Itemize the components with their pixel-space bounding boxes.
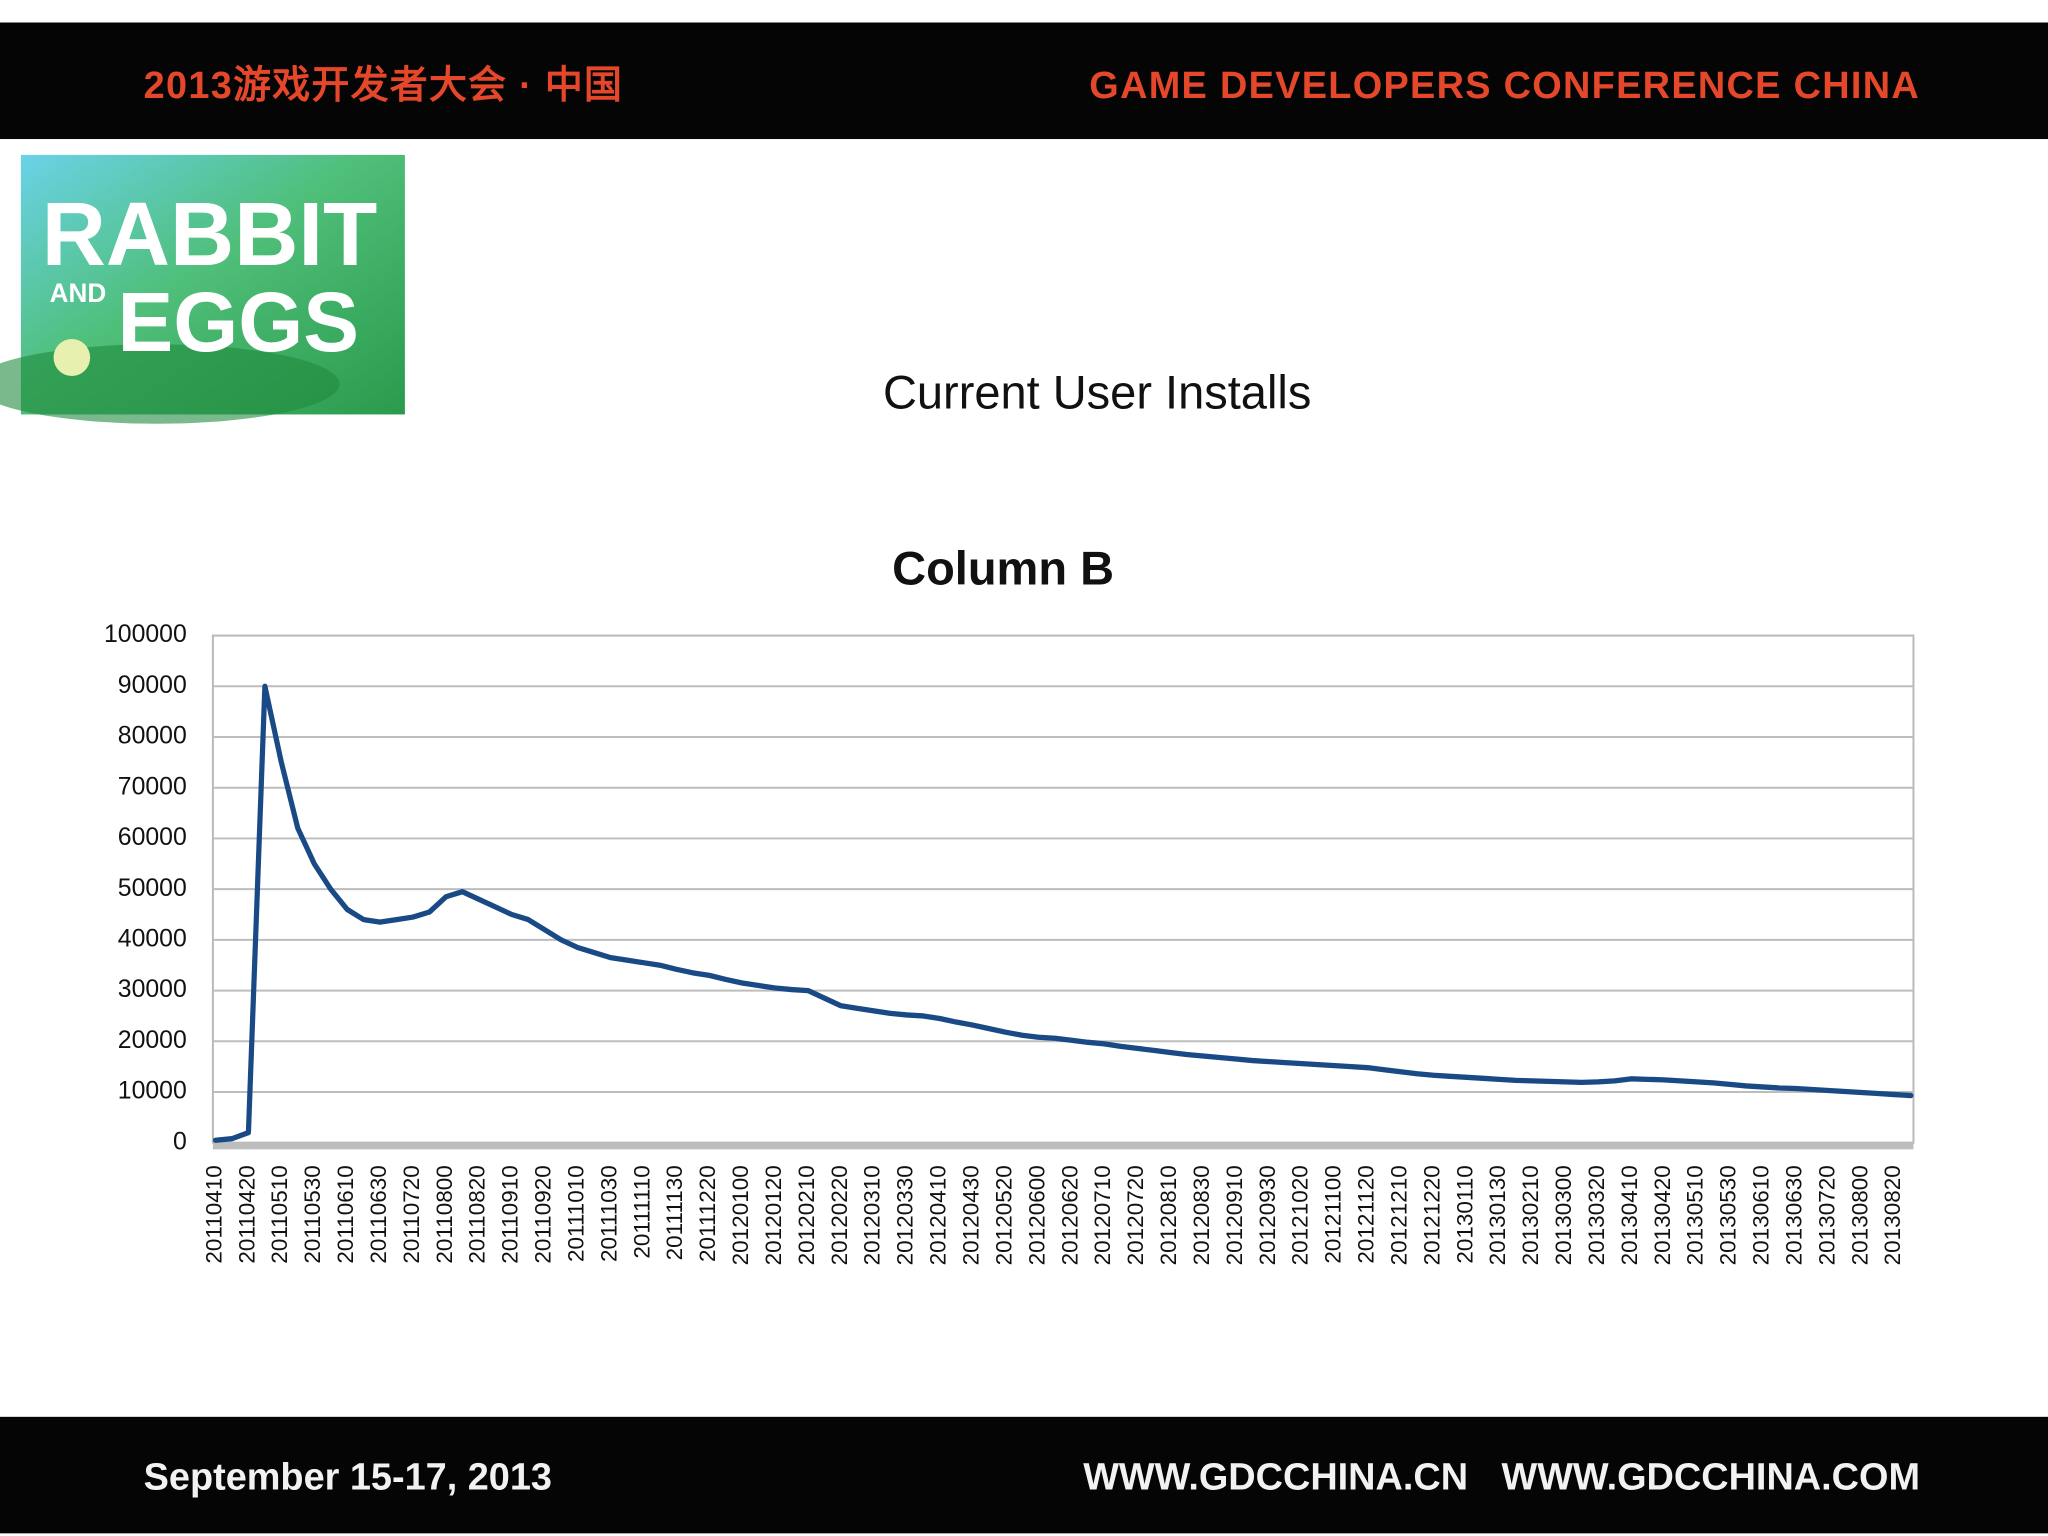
x-tick-label: 20110800 — [432, 1165, 457, 1263]
y-tick-label: 10000 — [118, 1077, 187, 1105]
footer-site1: WWW.GDCCHINA.CN — [1083, 1455, 1468, 1498]
x-tick-label: 20120330 — [893, 1165, 918, 1265]
y-tick-label: 20000 — [118, 1026, 187, 1054]
x-tick-label: 20110420 — [234, 1165, 259, 1263]
x-tick-label: 20120710 — [1090, 1165, 1115, 1265]
x-tick-label: 20121020 — [1288, 1165, 1313, 1265]
y-tick-label: 0 — [173, 1127, 187, 1155]
x-tick-label: 20120100 — [728, 1165, 753, 1265]
x-tick-label: 20130510 — [1683, 1165, 1708, 1265]
chart-title: Column B — [892, 542, 1114, 595]
x-tick-label: 20110820 — [465, 1165, 490, 1263]
x-tick-label: 20120930 — [1255, 1165, 1280, 1265]
x-tick-label: 20111030 — [597, 1165, 622, 1262]
x-tick-label: 20110920 — [531, 1165, 556, 1263]
x-tick-label: 20110910 — [498, 1165, 523, 1263]
y-tick-label: 30000 — [118, 975, 187, 1003]
y-tick-label: 70000 — [118, 772, 187, 800]
x-tick-label: 20130210 — [1518, 1165, 1543, 1265]
x-tick-label: 20120910 — [1222, 1165, 1247, 1265]
y-tick-label: 40000 — [118, 924, 187, 952]
footer-date: September 15-17, 2013 — [144, 1455, 552, 1498]
y-tick-label: 100000 — [104, 620, 187, 648]
x-tick-label: 20130800 — [1847, 1165, 1872, 1265]
x-tick-label: 20130530 — [1716, 1165, 1741, 1265]
x-tick-label: 20120120 — [761, 1165, 786, 1265]
y-tick-label: 90000 — [118, 671, 187, 699]
x-tick-label: 20120220 — [827, 1165, 852, 1265]
logo-line2: EGGS — [118, 274, 360, 369]
x-tick-label: 20121120 — [1354, 1165, 1379, 1263]
x-tick-label: 20130320 — [1584, 1165, 1609, 1265]
logo-line1: RABBIT — [42, 183, 377, 284]
slide-title: Current User Installs — [883, 366, 1311, 419]
x-tick-label: 20110610 — [333, 1165, 358, 1263]
x-tick-label: 20130410 — [1617, 1165, 1642, 1265]
x-tick-label: 20121210 — [1387, 1165, 1412, 1265]
header-right: GAME DEVELOPERS CONFERENCE CHINA — [1089, 64, 1920, 107]
x-tick-label: 20130820 — [1880, 1165, 1905, 1265]
chart: 0 10000 20000 30000 40000 50000 60000 70000 8000… — [104, 620, 1915, 1265]
x-tick-label: 20120210 — [794, 1165, 819, 1265]
x-tick-label: 20110410 — [202, 1165, 227, 1263]
x-tick-label: 20130720 — [1815, 1165, 1840, 1265]
x-tick-label: 20120310 — [860, 1165, 885, 1265]
x-tick-label: 20130110 — [1452, 1165, 1477, 1263]
x-tick-label: 20121220 — [1420, 1165, 1445, 1265]
x-tick-label: 20120600 — [1024, 1165, 1049, 1265]
x-tick-label: 20120620 — [1057, 1165, 1082, 1265]
x-tick-label: 20130630 — [1782, 1165, 1807, 1265]
x-tick-label: 20120720 — [1123, 1165, 1148, 1265]
x-tick-label: 20130610 — [1749, 1165, 1774, 1265]
x-tick-label: 20120830 — [1189, 1165, 1214, 1265]
x-tick-label: 20120430 — [959, 1165, 984, 1265]
logo-egg — [53, 338, 91, 377]
x-tick-label: 20120810 — [1156, 1165, 1181, 1265]
x-axis — [212, 1142, 1914, 1150]
x-tick-label: 20120410 — [926, 1165, 951, 1265]
x-tick-label: 20130420 — [1650, 1165, 1675, 1265]
logo-small: AND — [50, 278, 107, 308]
footer-band — [0, 1416, 2048, 1534]
x-tick-label: 20110630 — [366, 1165, 391, 1263]
y-tick-label: 80000 — [118, 722, 187, 750]
x-tick-label: 20130300 — [1551, 1165, 1576, 1265]
x-tick-label: 20111110 — [629, 1165, 654, 1258]
y-tick-label: 50000 — [118, 874, 187, 902]
header-left: 2013游戏开发者大会 · 中国 — [144, 64, 624, 107]
footer-site2: WWW.GDCCHINA.COM — [1501, 1455, 1920, 1498]
x-tick-label: 20110510 — [267, 1165, 292, 1263]
x-tick-label: 20111010 — [564, 1165, 589, 1262]
x-tick-label: 20120520 — [992, 1165, 1017, 1265]
x-tick-label: 20130130 — [1485, 1165, 1510, 1265]
x-tick-label: 20111130 — [662, 1165, 687, 1260]
x-tick-label: 20110530 — [300, 1165, 325, 1263]
header-band — [0, 22, 2048, 140]
data-line — [212, 683, 1914, 1143]
x-tick-label: 20111220 — [695, 1165, 720, 1262]
y-tick-label: 60000 — [118, 823, 187, 851]
x-tick-label: 20121100 — [1321, 1165, 1346, 1263]
x-tick-label: 20110720 — [399, 1165, 424, 1263]
